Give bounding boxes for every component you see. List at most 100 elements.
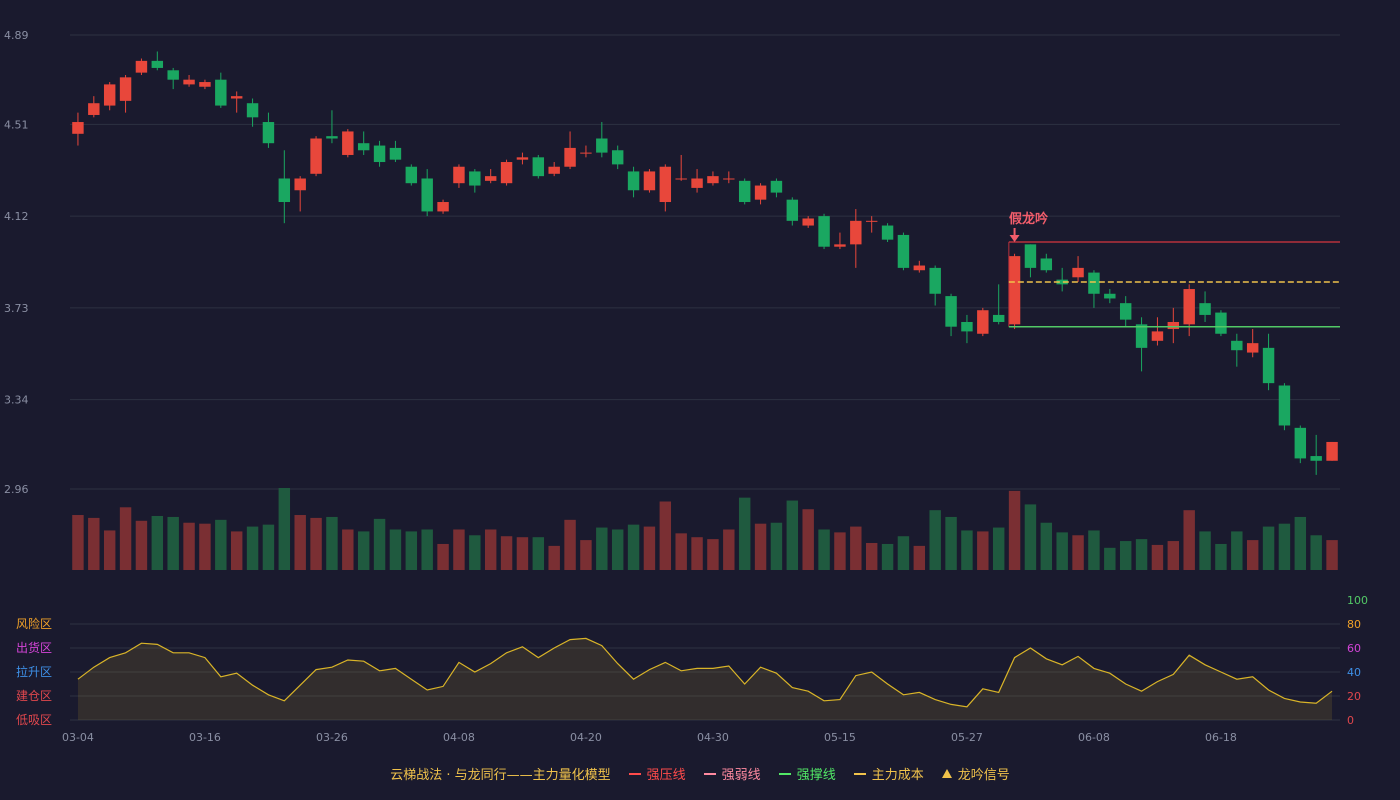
candle-body (961, 321, 973, 332)
candle-body (850, 220, 862, 245)
candle-body (1024, 244, 1037, 268)
candle-body (119, 77, 132, 101)
volume-bar (151, 515, 164, 570)
candle-body (342, 131, 354, 155)
volume-bar (72, 515, 84, 570)
legend-item-weak[interactable]: 强弱线 (703, 764, 761, 783)
volume-bar (548, 545, 560, 570)
candle-body (1135, 324, 1148, 348)
volume-bar (786, 500, 799, 570)
legend-item-support[interactable]: 强撑线 (778, 764, 836, 783)
candle-body (135, 60, 148, 73)
candle-body (1151, 331, 1164, 341)
volume-bar (850, 526, 862, 570)
candle-body (738, 180, 751, 203)
candle-body (643, 171, 656, 191)
volume-bar (1119, 541, 1132, 570)
volume-bar (1104, 547, 1116, 570)
volume-bar (691, 537, 703, 570)
candle-body (1326, 441, 1338, 461)
candle-body (596, 138, 608, 153)
legend-swatch-support (778, 772, 791, 775)
volume-bar (230, 531, 243, 570)
candle-body (405, 166, 418, 184)
volume-bar (1008, 490, 1021, 570)
volume-bar (1231, 531, 1243, 570)
axis-labels: 4.89 4.51 4.12 3.73 3.34 2.96 100 80 60 40 20 0 风险区出… (4, 29, 1368, 744)
legend-item-resistance[interactable]: 强压线 (628, 764, 686, 783)
candle-body (246, 103, 259, 118)
signal-arrow-icon (1009, 235, 1020, 243)
candle-body (754, 185, 767, 200)
volume-bars (72, 488, 1338, 570)
price-tick-label: 2.96 (4, 483, 29, 496)
volume-bar (167, 516, 179, 570)
legend-label-support: 强撑线 (796, 768, 836, 783)
candle-body (802, 218, 814, 226)
oscillator-zone-label: 低吸区 (16, 713, 52, 727)
date-tick-label: 05-27 (951, 731, 983, 744)
volume-bar (183, 522, 195, 570)
candle-body (659, 166, 672, 203)
candle-body (564, 147, 576, 167)
candle-body (310, 138, 322, 174)
legend-title: 云梯战法 · 与龙同行——主力量化模型 (390, 768, 611, 783)
volume-bar (373, 518, 386, 570)
oscillator-zone-label: 出货区 (16, 640, 52, 655)
price-tick-label: 4.51 (4, 118, 29, 131)
date-tick-label: 04-20 (570, 731, 602, 744)
candle-body (1072, 267, 1084, 278)
candle-body (945, 296, 957, 327)
price-tick-label: 3.73 (4, 302, 29, 315)
volume-bar (405, 531, 418, 570)
candle-body (183, 79, 195, 85)
volume-bar (802, 509, 814, 570)
candle-body (691, 178, 703, 188)
chart-legend: 云梯战法 · 与龙同行——主力量化模型 强压线 强弱线 强撑线 主力成本 龙吟信… (0, 764, 1400, 783)
oscillator-tick-label: 0 (1347, 714, 1354, 727)
candle-body (992, 314, 1005, 322)
candle-body (167, 70, 179, 80)
volume-bar (1199, 531, 1211, 570)
candle-body (357, 143, 370, 151)
legend-swatch-weak (703, 772, 716, 775)
volume-bar (865, 542, 878, 570)
volume-bar (469, 535, 481, 570)
legend-label-weak: 强弱线 (721, 768, 761, 783)
legend-item-signal[interactable]: 龙吟信号 (941, 764, 1010, 783)
candle-body (548, 166, 560, 174)
legend-item-cost[interactable]: 主力成本 (853, 764, 924, 783)
candle-body (865, 220, 878, 222)
volume-bar (88, 517, 100, 570)
volume-bar (611, 529, 624, 570)
candle-body (627, 171, 640, 191)
volume-bar (580, 540, 592, 570)
legend-swatch-resistance (628, 772, 641, 775)
candle-body (675, 178, 687, 180)
volume-bar (500, 536, 513, 570)
volume-bar (881, 543, 894, 570)
date-tick-label: 06-18 (1205, 731, 1237, 744)
candle-body (1104, 293, 1116, 299)
volume-bar (1151, 544, 1164, 570)
volume-bar (326, 516, 338, 570)
candle-body (484, 176, 497, 181)
volume-bar (103, 530, 116, 570)
price-tick-label: 4.12 (4, 210, 29, 223)
volume-bar (1310, 535, 1322, 570)
volume-bar (516, 537, 529, 570)
oscillator-area (77, 638, 1333, 720)
candle-body (278, 178, 291, 203)
date-tick-label: 03-04 (62, 731, 94, 744)
oscillator-zone-label: 风险区 (16, 616, 52, 631)
oscillator-tick-label: 60 (1347, 642, 1361, 655)
candle-body (707, 176, 719, 184)
candle-body (1119, 303, 1132, 320)
candle-body (977, 310, 989, 334)
candle-body (294, 178, 306, 191)
candle-body (437, 202, 449, 212)
candle-body (230, 96, 243, 99)
candle-body (532, 157, 545, 177)
candle-body (516, 157, 529, 160)
candle-body (1278, 385, 1291, 426)
